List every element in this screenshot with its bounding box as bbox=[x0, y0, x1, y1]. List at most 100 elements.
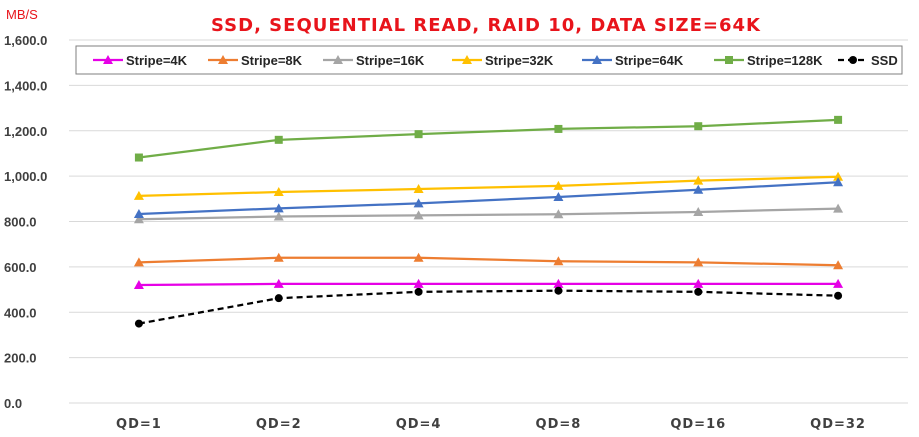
y-tick-label: 1,400.0 bbox=[4, 78, 47, 93]
legend-entry: Stripe=64K bbox=[582, 53, 684, 68]
legend-label: Stripe=64K bbox=[615, 53, 684, 68]
x-tick-label: QD=1 bbox=[116, 417, 162, 432]
legend-label: Stripe=16K bbox=[356, 53, 425, 68]
y-axis-ticks: 0.0 200.0 400.0 600.0 800.0 1,000.0 1,200.0 1,4… bbox=[4, 33, 47, 411]
data-point bbox=[414, 130, 423, 139]
series-line bbox=[138, 289, 839, 325]
legend-marker bbox=[103, 55, 113, 64]
data-point bbox=[413, 198, 424, 208]
x-tick-label: QD=4 bbox=[396, 417, 442, 432]
series-ssd bbox=[134, 286, 843, 328]
data-point bbox=[553, 209, 564, 219]
data-point bbox=[693, 257, 704, 267]
data-point bbox=[833, 203, 844, 213]
data-point bbox=[273, 278, 284, 288]
data-point bbox=[553, 278, 564, 288]
series-line bbox=[138, 207, 839, 221]
legend-entry: Stripe=128K bbox=[714, 53, 823, 68]
data-point bbox=[694, 122, 703, 131]
legend-label: Stripe=8K bbox=[241, 53, 303, 68]
data-point bbox=[554, 286, 563, 295]
data-point bbox=[833, 171, 844, 181]
series-stripe-16k bbox=[133, 203, 844, 224]
series-line bbox=[138, 118, 839, 159]
legend-marker bbox=[725, 56, 733, 64]
x-tick-label: QD=2 bbox=[256, 417, 302, 432]
data-point bbox=[413, 252, 424, 262]
y-tick-label: 1,200.0 bbox=[4, 124, 47, 139]
series-stripe-64k bbox=[133, 177, 844, 219]
data-point bbox=[274, 135, 283, 144]
data-point bbox=[133, 280, 144, 290]
legend-entry: Stripe=32K bbox=[452, 53, 554, 68]
legend-label: SSD bbox=[871, 53, 898, 68]
series-line bbox=[138, 181, 839, 216]
data-point bbox=[273, 252, 284, 262]
data-point bbox=[693, 184, 704, 194]
data-point bbox=[833, 177, 844, 187]
legend: Stripe=4K Stripe=8K Stripe=16K Stripe=32K St… bbox=[75, 45, 903, 75]
data-point bbox=[553, 191, 564, 201]
legend-marker bbox=[849, 56, 857, 64]
data-point bbox=[693, 278, 704, 288]
data-point bbox=[413, 278, 424, 288]
data-point bbox=[413, 210, 424, 220]
data-point bbox=[274, 294, 283, 303]
series-stripe-4k bbox=[133, 278, 844, 290]
data-point bbox=[414, 287, 423, 296]
legend-entry: SSD bbox=[838, 53, 898, 68]
data-point bbox=[833, 260, 844, 270]
y-tick-label: 800.0 bbox=[4, 215, 37, 230]
series-line bbox=[138, 175, 839, 197]
chart-title: SSD, SEQUENTIAL READ, RAID 10, DATA SIZE… bbox=[211, 15, 761, 36]
y-tick-label: 600.0 bbox=[4, 260, 37, 275]
x-tick-label: QD=8 bbox=[536, 417, 582, 432]
data-point bbox=[133, 209, 144, 219]
data-point bbox=[834, 291, 843, 300]
legend-label: Stripe=128K bbox=[747, 53, 823, 68]
data-point bbox=[413, 184, 424, 194]
data-point bbox=[273, 187, 284, 197]
gridlines bbox=[69, 39, 908, 404]
data-point bbox=[553, 256, 564, 266]
y-tick-label: 1,600.0 bbox=[4, 33, 47, 48]
y-tick-label: 1,000.0 bbox=[4, 169, 47, 184]
legend-label: Stripe=4K bbox=[126, 53, 188, 68]
y-tick-label: 400.0 bbox=[4, 305, 37, 320]
legend-entry: Stripe=4K bbox=[93, 53, 188, 68]
legend-marker bbox=[592, 55, 602, 64]
data-point bbox=[834, 115, 843, 124]
data-point bbox=[133, 190, 144, 200]
y-tick-label: 200.0 bbox=[4, 351, 37, 366]
legend-entry: Stripe=16K bbox=[323, 53, 425, 68]
x-axis-ticks: QD=1 QD=2 QD=4 QD=8 QD=16 QD=32 bbox=[116, 417, 866, 432]
data-point bbox=[693, 206, 704, 216]
data-point bbox=[134, 319, 143, 328]
legend-marker bbox=[218, 55, 228, 64]
data-point bbox=[273, 211, 284, 221]
y-tick-label: 0.0 bbox=[4, 396, 22, 411]
data-point bbox=[553, 180, 564, 190]
legend-label: Stripe=32K bbox=[485, 53, 554, 68]
series-line bbox=[138, 282, 839, 287]
data-point bbox=[694, 287, 703, 296]
x-tick-label: QD=32 bbox=[810, 417, 866, 432]
data-point bbox=[273, 203, 284, 213]
series-stripe-8k bbox=[133, 252, 844, 270]
data-point bbox=[133, 257, 144, 267]
series-line bbox=[138, 256, 839, 267]
data-point bbox=[833, 278, 844, 288]
series-stripe-32k bbox=[133, 171, 844, 200]
data-point bbox=[133, 214, 144, 224]
series-stripe-128k bbox=[134, 115, 843, 162]
data-point bbox=[134, 153, 143, 162]
x-tick-label: QD=16 bbox=[670, 417, 726, 432]
legend-marker bbox=[462, 55, 472, 64]
y-axis-label: MB/S bbox=[6, 7, 38, 22]
legend-entry: Stripe=8K bbox=[208, 53, 303, 68]
series-layer bbox=[133, 115, 844, 328]
data-point bbox=[554, 124, 563, 133]
legend-marker bbox=[333, 55, 343, 64]
data-point bbox=[693, 175, 704, 185]
